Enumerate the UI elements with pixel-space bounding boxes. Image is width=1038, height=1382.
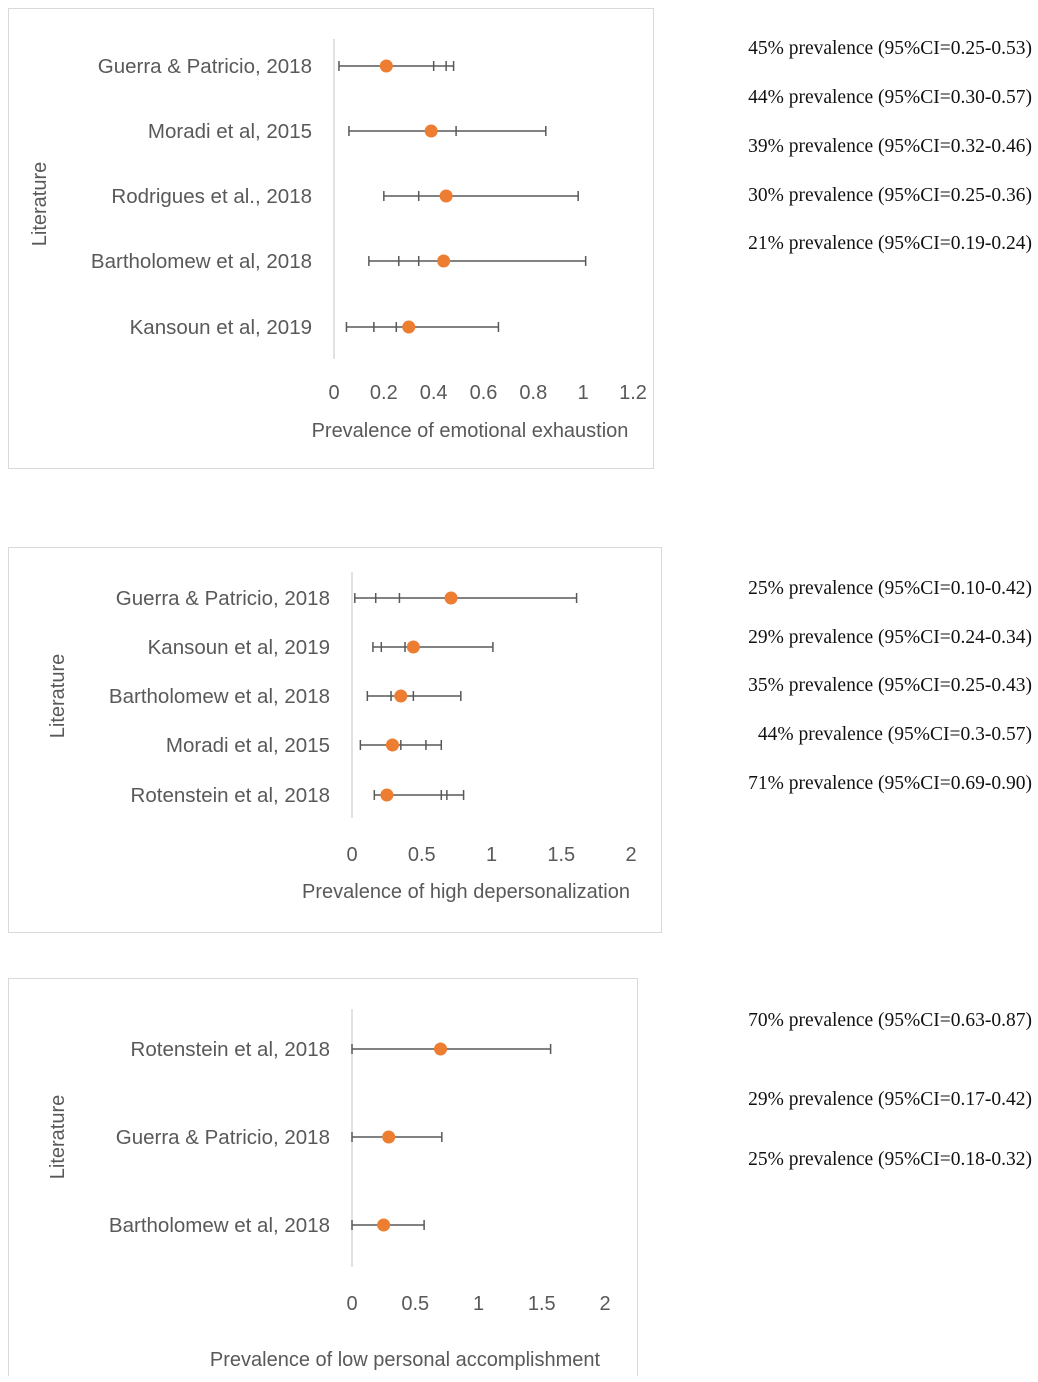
- annotation-ee-3: 39% prevalence (95%CI=0.32-0.46): [748, 136, 1032, 157]
- prevalence-marker: [437, 254, 451, 268]
- category-label: Moradi et al, 2015: [166, 734, 330, 757]
- annotation-ee-1: 45% prevalence (95%CI=0.25-0.53): [748, 38, 1032, 59]
- data-point-group: [366, 689, 462, 703]
- prevalence-marker: [382, 1130, 396, 1144]
- low-personal-accomplishment-chart: 0 0.5 1 1.5 2 Prevalence of low personal acco…: [8, 978, 638, 1376]
- x-tick-label: 0.5: [408, 844, 436, 866]
- x-tick-label: 0: [346, 844, 357, 866]
- data-point-group: [345, 320, 500, 334]
- emotional-exhaustion-chart: 0 0.2 0.4 0.6 0.8 1 1.2 Prevalence of emotional…: [8, 8, 654, 469]
- category-label: Guerra & Patricio, 2018: [98, 55, 312, 78]
- category-label: Bartholomew et al, 2018: [109, 1214, 330, 1237]
- prevalence-marker: [406, 640, 420, 654]
- x-tick-label: 0: [346, 1293, 357, 1315]
- y-axis-title: Literature: [29, 162, 51, 247]
- x-tick-label: 1.5: [528, 1293, 556, 1315]
- category-label: Rotenstein et al, 2018: [131, 784, 330, 807]
- x-tick-label: 2: [625, 844, 636, 866]
- data-point-group: [338, 59, 455, 73]
- category-label: Rodrigues et al., 2018: [111, 185, 312, 208]
- y-axis-title: Literature: [47, 654, 69, 739]
- annotation-pa-1: 70% prevalence (95%CI=0.63-0.87): [748, 1010, 1032, 1031]
- x-tick-label: 2: [599, 1293, 610, 1315]
- category-label: Guerra & Patricio, 2018: [116, 1126, 330, 1149]
- category-label: Bartholomew et al, 2018: [91, 250, 312, 273]
- high-depersonalization-chart: 0 0.5 1 1.5 2 Prevalence of high depersonaliz…: [8, 547, 662, 933]
- category-label: Kansoun et al, 2019: [148, 636, 330, 659]
- data-point-group: [351, 1218, 425, 1232]
- high-depersonalization-plot: 0 0.5 1 1.5 2 Prevalence of high depersonaliz…: [47, 572, 637, 903]
- prevalence-marker: [434, 1042, 448, 1056]
- x-tick-label: 0.8: [519, 382, 547, 404]
- annotation-dp-5: 71% prevalence (95%CI=0.69-0.90): [748, 773, 1032, 794]
- low-personal-accomplishment-plot: 0 0.5 1 1.5 2 Prevalence of low personal acco…: [47, 1009, 611, 1371]
- x-axis-title: Prevalence of high depersonalization: [302, 881, 630, 903]
- emotional-exhaustion-plot: 0 0.2 0.4 0.6 0.8 1 1.2 Prevalence of emotional…: [29, 39, 647, 442]
- y-axis-title: Literature: [47, 1095, 69, 1180]
- x-tick-label: 1: [578, 382, 589, 404]
- prevalence-marker: [380, 788, 394, 802]
- annotation-dp-1: 25% prevalence (95%CI=0.10-0.42): [748, 578, 1032, 599]
- annotation-pa-2: 29% prevalence (95%CI=0.17-0.42): [748, 1089, 1032, 1110]
- data-point-group: [372, 640, 494, 654]
- x-tick-label: 0.2: [370, 382, 398, 404]
- data-point-group: [351, 1042, 552, 1056]
- annotation-ee-5: 21% prevalence (95%CI=0.19-0.24): [748, 233, 1032, 254]
- data-point-group: [373, 788, 465, 802]
- data-point-group: [383, 189, 579, 203]
- x-tick-label: 0.5: [401, 1293, 429, 1315]
- prevalence-marker: [439, 189, 453, 203]
- prevalence-marker: [402, 320, 416, 334]
- x-tick-label: 0.4: [420, 382, 448, 404]
- category-label: Guerra & Patricio, 2018: [116, 587, 330, 610]
- x-axis-title: Prevalence of low personal accomplishmen…: [210, 1349, 601, 1371]
- x-tick-label: 1.5: [547, 844, 575, 866]
- prevalence-marker: [379, 59, 393, 73]
- data-point-group: [348, 124, 547, 138]
- prevalence-marker: [444, 591, 458, 605]
- annotation-dp-3: 35% prevalence (95%CI=0.25-0.43): [748, 675, 1032, 696]
- prevalence-marker: [385, 738, 399, 752]
- x-tick-label: 0.6: [470, 382, 498, 404]
- category-label: Bartholomew et al, 2018: [109, 685, 330, 708]
- data-point-group: [351, 1130, 443, 1144]
- prevalence-marker: [424, 124, 438, 138]
- annotation-ee-4: 30% prevalence (95%CI=0.25-0.36): [748, 185, 1032, 206]
- x-tick-label: 1: [486, 844, 497, 866]
- annotation-ee-2: 44% prevalence (95%CI=0.30-0.57): [748, 87, 1032, 108]
- x-tick-label: 1: [473, 1293, 484, 1315]
- data-point-group: [359, 738, 443, 752]
- annotation-dp-4: 44% prevalence (95%CI=0.3-0.57): [757, 724, 1032, 745]
- x-tick-label: 0: [328, 382, 339, 404]
- category-label: Moradi et al, 2015: [148, 120, 312, 143]
- annotation-dp-2: 29% prevalence (95%CI=0.24-0.34): [748, 627, 1032, 648]
- data-point-group: [368, 254, 587, 268]
- annotation-pa-3: 25% prevalence (95%CI=0.18-0.32): [748, 1149, 1032, 1170]
- prevalence-marker: [394, 689, 408, 703]
- category-label: Kansoun et al, 2019: [130, 316, 312, 339]
- x-axis-title: Prevalence of emotional exhaustion: [312, 420, 629, 442]
- prevalence-marker: [377, 1218, 391, 1232]
- x-tick-label: 1.2: [619, 382, 647, 404]
- category-label: Rotenstein et al, 2018: [131, 1038, 330, 1061]
- data-point-group: [354, 591, 578, 605]
